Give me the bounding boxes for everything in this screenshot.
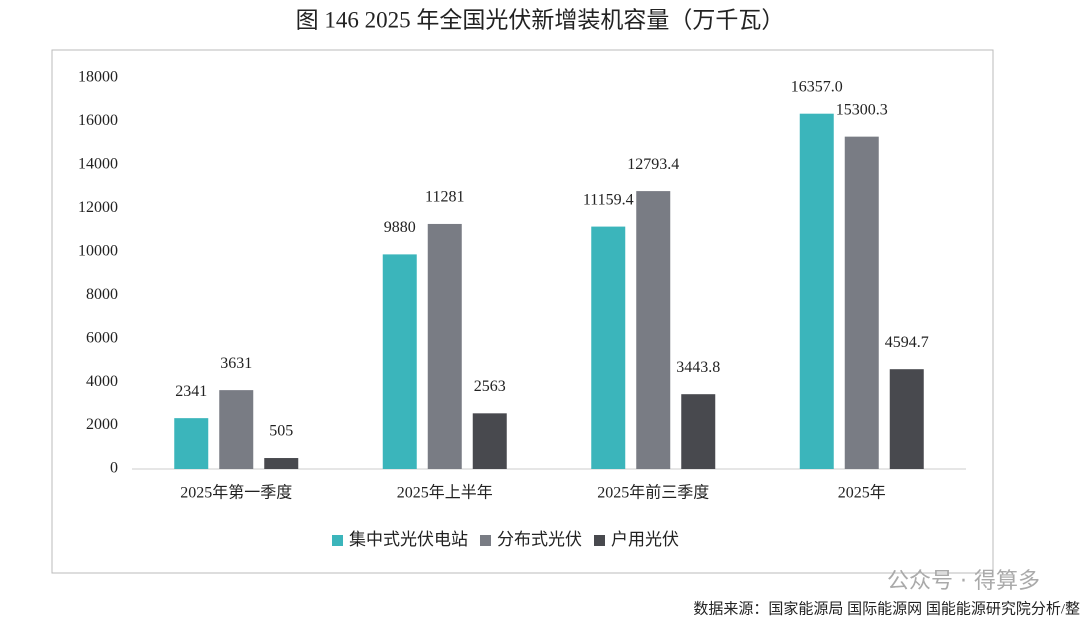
- bar: [219, 390, 254, 469]
- value-label: 4594.7: [885, 334, 929, 351]
- legend-swatch: [594, 535, 605, 546]
- value-label: 3631: [220, 355, 252, 372]
- legend-swatch: [480, 535, 491, 546]
- value-label: 11159.4: [583, 191, 634, 208]
- y-tick-label: 8000: [86, 286, 118, 303]
- y-tick-label: 14000: [78, 156, 118, 173]
- y-tick-label: 12000: [78, 199, 118, 216]
- value-label: 9880: [384, 219, 416, 236]
- chart-frame: [51, 49, 994, 574]
- y-tick-label: 16000: [78, 112, 118, 129]
- value-label: 11281: [425, 189, 464, 206]
- bar: [844, 136, 879, 469]
- bar: [681, 394, 716, 469]
- legend-label: 分布式光伏: [497, 530, 582, 549]
- y-tick-label: 2000: [86, 416, 118, 433]
- value-label: 2341: [175, 383, 207, 400]
- bar: [264, 458, 299, 469]
- y-tick-label: 18000: [78, 69, 118, 86]
- value-label: 15300.3: [836, 101, 888, 118]
- y-tick-label: 6000: [86, 329, 118, 346]
- chart-title: 图 146 2025 年全国光伏新增装机容量（万千瓦）: [296, 7, 785, 32]
- bar: [799, 113, 834, 470]
- x-tick-label: 2025年: [838, 484, 886, 502]
- bar: [591, 226, 626, 469]
- bar: [174, 418, 209, 469]
- y-tick-label: 4000: [86, 373, 118, 390]
- bar: [889, 369, 924, 469]
- value-label: 12793.4: [627, 156, 679, 173]
- watermark: 公众号 · 得算多: [887, 569, 1040, 594]
- y-tick-label: 0: [110, 460, 118, 477]
- bar: [382, 254, 417, 469]
- bar: [636, 191, 671, 469]
- value-label: 16357.0: [791, 78, 843, 95]
- legend-label: 户用光伏: [611, 530, 679, 549]
- value-label: 505: [269, 423, 293, 440]
- source-note: 数据来源：国家能源局 国际能源网 国能能源研究院分析/整: [693, 599, 1080, 617]
- bar: [427, 223, 462, 469]
- legend-swatch: [332, 535, 343, 546]
- x-tick-label: 2025年第一季度: [180, 484, 292, 502]
- x-tick-label: 2025年前三季度: [597, 484, 709, 502]
- value-label: 2563: [474, 378, 506, 395]
- legend-label: 集中式光伏电站: [349, 530, 468, 549]
- y-tick-label: 10000: [78, 242, 118, 259]
- bar: [472, 413, 507, 469]
- x-tick-label: 2025年上半年: [397, 484, 493, 502]
- value-label: 3443.8: [676, 359, 720, 376]
